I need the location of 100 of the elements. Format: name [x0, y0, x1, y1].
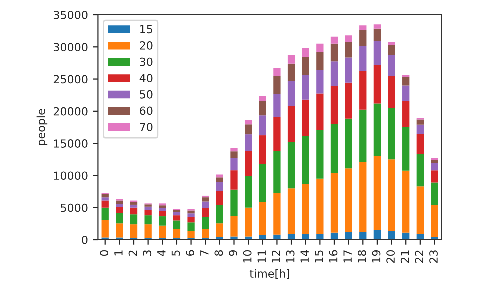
- bar: [431, 164, 438, 171]
- bar: [144, 210, 152, 216]
- bar: [244, 134, 252, 152]
- y-axis-title: people: [36, 109, 48, 146]
- bar: [274, 150, 281, 194]
- bar: [288, 234, 296, 240]
- bar: [360, 46, 367, 72]
- bar: [402, 170, 410, 233]
- bar: [388, 76, 396, 109]
- bar: [274, 94, 281, 118]
- bar: [316, 70, 324, 94]
- bar: [116, 213, 124, 224]
- bar: [173, 229, 181, 238]
- x-tick-label: 23: [430, 250, 438, 264]
- bar: [316, 130, 324, 179]
- legend-label: 20: [140, 42, 153, 50]
- bar: [302, 234, 310, 240]
- legend-label: 50: [140, 90, 153, 99]
- x-tick-label: 10: [243, 250, 252, 263]
- bar: [302, 75, 310, 100]
- legend-label: 60: [140, 106, 153, 116]
- bar: [416, 154, 424, 187]
- bar: [244, 151, 252, 176]
- bar: [116, 200, 124, 204]
- x-tick-label: 14: [300, 250, 309, 263]
- bar: [302, 184, 310, 234]
- bar: [274, 76, 281, 94]
- bar: [330, 232, 338, 240]
- bar: [259, 101, 266, 116]
- bar: [345, 36, 352, 42]
- bar: [330, 173, 338, 233]
- bar: [159, 208, 166, 212]
- bar: [431, 160, 438, 164]
- bar: [230, 170, 238, 190]
- bar: [216, 182, 224, 192]
- x-tick-label: 22: [415, 250, 424, 264]
- x-tick-label: 8: [214, 250, 224, 256]
- bar: [116, 204, 124, 208]
- bar: [274, 193, 281, 235]
- y-tick-label: 30000: [54, 43, 88, 52]
- bar: [374, 41, 382, 66]
- bar: [402, 86, 410, 102]
- legend-label: 70: [140, 123, 153, 132]
- bar: [388, 56, 396, 76]
- bar: [202, 229, 210, 238]
- bar: [374, 28, 382, 42]
- bar: [360, 110, 367, 162]
- bar: [130, 214, 138, 225]
- y-tick-label: 20000: [54, 107, 88, 116]
- bar: [345, 168, 352, 232]
- bar: [360, 26, 367, 30]
- bar: [316, 52, 324, 70]
- x-tick-label: 7: [200, 250, 209, 256]
- bar: [288, 188, 296, 234]
- bar: [159, 216, 166, 226]
- bar: [244, 120, 252, 125]
- bar: [173, 220, 181, 230]
- x-tick-label: 9: [229, 250, 238, 256]
- bar: [188, 210, 195, 214]
- y-tick-label: 25000: [54, 75, 88, 84]
- bar: [374, 104, 382, 156]
- y-tick-label: 10000: [54, 172, 88, 180]
- bar: [144, 216, 152, 225]
- bar: [388, 231, 396, 240]
- bar: [216, 205, 224, 224]
- bar: [416, 124, 424, 134]
- bar: [130, 224, 138, 238]
- x-tick-label: 13: [286, 250, 295, 263]
- bar: [244, 176, 252, 208]
- bar: [431, 170, 438, 183]
- bar: [402, 127, 410, 171]
- bar: [216, 178, 224, 182]
- bar: [388, 108, 396, 160]
- y-tick-label: 0: [82, 236, 88, 244]
- bar: [259, 164, 266, 202]
- bar: [416, 120, 424, 125]
- bar: [102, 198, 109, 201]
- x-tick-label: 12: [272, 250, 280, 263]
- bar: [345, 42, 352, 58]
- bar: [345, 118, 352, 169]
- bar: [288, 64, 296, 82]
- bar: [431, 182, 438, 205]
- bar: [330, 62, 338, 86]
- bar: [316, 234, 324, 240]
- bar: [159, 226, 166, 238]
- bar: [330, 44, 338, 62]
- x-tick-label: 1: [114, 250, 123, 256]
- bar: [230, 158, 238, 171]
- x-tick-label: 2: [128, 250, 138, 256]
- bar: [202, 202, 210, 208]
- bar: [202, 208, 210, 218]
- bar: [202, 218, 210, 230]
- x-tick-label: 15: [315, 250, 324, 263]
- x-axis-title: time[h]: [250, 269, 290, 280]
- bar: [288, 106, 296, 142]
- bar: [130, 202, 138, 205]
- bar: [102, 208, 109, 220]
- bar: [159, 206, 166, 208]
- x-tick-label: 18: [358, 250, 366, 263]
- bar: [302, 48, 310, 58]
